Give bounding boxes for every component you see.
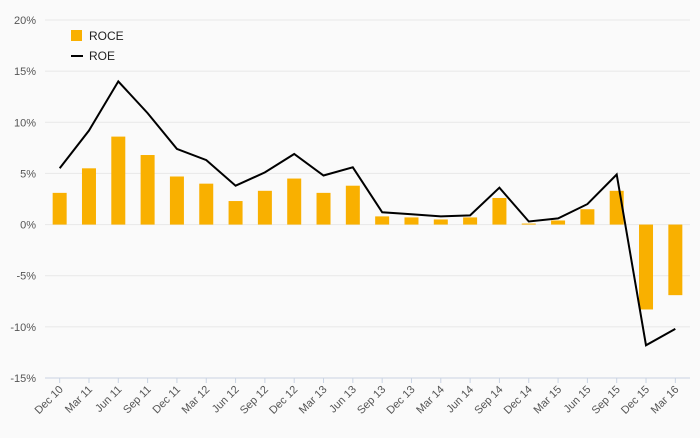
roce-bar — [257, 190, 272, 225]
roce-bar — [345, 185, 360, 225]
roce-bar — [169, 176, 184, 225]
y-axis-tick-labels: 20% 15% 10% 5% 0% -5% -10% -15% — [10, 15, 36, 385]
legend-swatch-roce — [71, 30, 82, 41]
roce-bar — [81, 168, 96, 225]
x-tick-label: Jun 13 — [327, 384, 359, 416]
roce-bar — [228, 201, 243, 225]
roce-bar — [287, 178, 302, 225]
roe-line — [58, 79, 676, 347]
y-tick-label: 0% — [20, 220, 36, 232]
y-tick-label: 20% — [14, 15, 36, 27]
roce-bar — [111, 136, 126, 225]
roce-bar — [199, 183, 214, 225]
roce-bar — [580, 209, 595, 225]
x-tick-label: Sep 15 — [590, 384, 623, 417]
legend-label-roce: ROCE — [89, 29, 124, 43]
y-tick-label: 10% — [14, 117, 36, 129]
x-tick-label: Sep 11 — [121, 384, 154, 417]
roce-bar — [140, 155, 155, 225]
x-tick-label: Dec 12 — [267, 384, 300, 417]
legend: ROCE ROE — [71, 29, 124, 63]
x-tick-label: Jun 14 — [444, 384, 476, 416]
roe-line-series — [58, 79, 676, 347]
roce-bar — [492, 197, 507, 225]
roce-bar — [551, 220, 566, 225]
x-tick-label: Mar 16 — [649, 384, 682, 417]
roce-bar — [463, 217, 478, 225]
roce-bar — [404, 217, 419, 225]
roce-bars — [52, 136, 683, 310]
roce-bar — [521, 223, 536, 225]
x-tick-label: Sep 12 — [238, 384, 271, 417]
roce-bar — [52, 192, 67, 225]
x-tick-label: Dec 10 — [33, 384, 66, 417]
roce-bar — [316, 192, 331, 225]
x-tick-label: Dec 13 — [384, 384, 417, 417]
x-tick-label: Jun 12 — [210, 384, 242, 416]
x-tick-label: Mar 13 — [297, 384, 330, 417]
x-tick-label: Jun 11 — [93, 384, 124, 415]
x-tick-label: Mar 14 — [414, 384, 447, 417]
x-tick-label: Dec 11 — [150, 384, 183, 417]
x-tick-label: Dec 15 — [619, 384, 652, 417]
x-tick-label: Mar 12 — [180, 384, 213, 417]
x-tick-label: Mar 11 — [63, 384, 95, 416]
x-tick-label: Mar 15 — [531, 384, 564, 417]
x-tick-label: Jun 15 — [562, 384, 594, 416]
roce-bar — [668, 224, 683, 296]
y-tick-label: -5% — [16, 271, 36, 283]
x-tick-label: Sep 13 — [355, 384, 388, 417]
roce-bar — [639, 224, 654, 310]
roce-bar — [433, 219, 448, 225]
x-tick-label: Dec 14 — [502, 384, 535, 417]
legend-label-roe: ROE — [89, 49, 115, 63]
y-tick-label: -15% — [10, 373, 36, 385]
y-tick-label: 5% — [20, 168, 36, 180]
y-tick-label: 15% — [14, 66, 36, 78]
y-tick-label: -10% — [10, 322, 36, 334]
roce-bar — [375, 216, 390, 225]
x-tick-label: Sep 14 — [472, 384, 505, 417]
